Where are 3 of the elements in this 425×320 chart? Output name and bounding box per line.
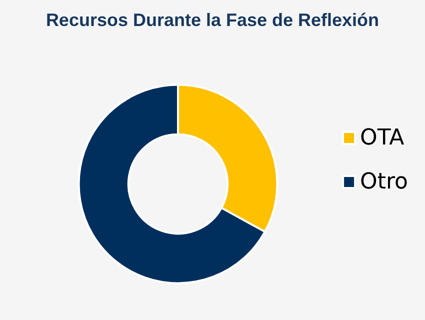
legend-label: Otro (360, 170, 408, 194)
legend-label: OTA (360, 126, 404, 150)
chart-title: Recursos Durante la Fase de Reflexión (46, 10, 380, 30)
